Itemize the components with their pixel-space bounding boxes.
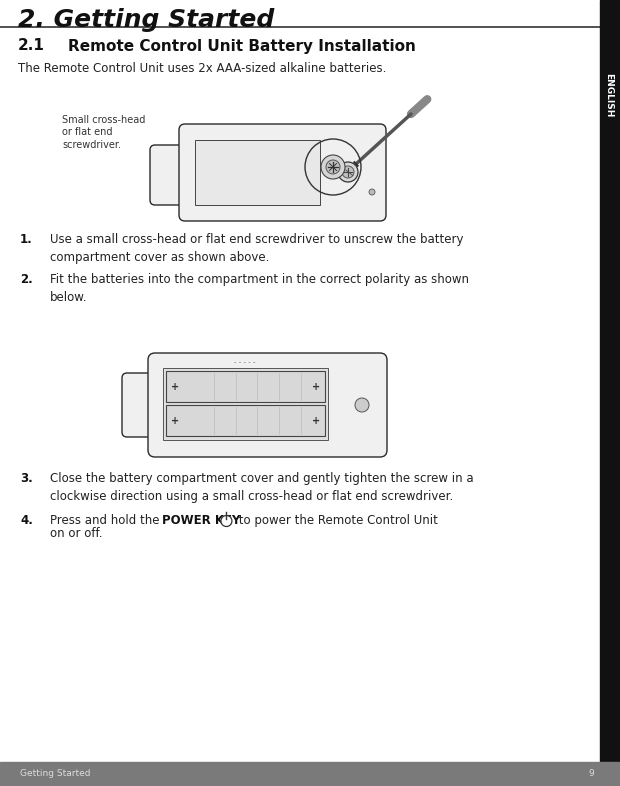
- Text: Getting Started: Getting Started: [20, 769, 91, 778]
- Text: +: +: [171, 381, 179, 391]
- Text: +: +: [312, 381, 320, 391]
- Bar: [166, 405, 325, 436]
- Bar: [0, 762, 620, 786]
- Text: 2.1: 2.1: [18, 39, 45, 53]
- Bar: [600, 0, 620, 786]
- Text: Use a small cross-head or flat end screwdriver to unscrew the battery
compartmen: Use a small cross-head or flat end screw…: [50, 233, 464, 264]
- Text: 2. Getting Started: 2. Getting Started: [18, 8, 274, 32]
- Text: POWER KEY: POWER KEY: [162, 514, 241, 527]
- Circle shape: [326, 160, 340, 174]
- Circle shape: [338, 162, 358, 182]
- Text: to power the Remote Control Unit: to power the Remote Control Unit: [235, 514, 438, 527]
- Text: Close the battery compartment cover and gently tighten the screw in a
clockwise : Close the battery compartment cover and …: [50, 472, 474, 503]
- Text: ENGLISH: ENGLISH: [604, 73, 614, 117]
- FancyBboxPatch shape: [122, 373, 164, 437]
- Text: 1.: 1.: [20, 233, 33, 246]
- Text: on or off.: on or off.: [50, 527, 102, 540]
- FancyBboxPatch shape: [150, 145, 195, 205]
- FancyBboxPatch shape: [179, 124, 386, 221]
- Bar: [166, 371, 325, 402]
- Text: Fit the batteries into the compartment in the correct polarity as shown
below.: Fit the batteries into the compartment i…: [50, 273, 469, 304]
- Text: Remote Control Unit Battery Installation: Remote Control Unit Battery Installation: [68, 39, 416, 53]
- Text: Press and hold the: Press and hold the: [50, 514, 163, 527]
- Bar: [163, 368, 328, 440]
- Circle shape: [321, 155, 345, 179]
- Circle shape: [221, 516, 232, 527]
- Text: +: +: [171, 416, 179, 425]
- FancyBboxPatch shape: [148, 353, 387, 457]
- Text: 9: 9: [588, 769, 594, 778]
- Circle shape: [355, 398, 369, 412]
- Text: 3.: 3.: [20, 472, 33, 485]
- Text: - - - - -: - - - - -: [234, 359, 255, 365]
- Circle shape: [342, 166, 354, 178]
- Circle shape: [369, 189, 375, 195]
- Bar: [195, 140, 320, 205]
- Text: +: +: [312, 416, 320, 425]
- Text: 2.: 2.: [20, 273, 33, 286]
- Text: Small cross-head
or flat end
screwdriver.: Small cross-head or flat end screwdriver…: [62, 115, 145, 150]
- Text: 4.: 4.: [20, 514, 33, 527]
- Text: The Remote Control Unit uses 2x AAA-sized alkaline batteries.: The Remote Control Unit uses 2x AAA-size…: [18, 62, 386, 75]
